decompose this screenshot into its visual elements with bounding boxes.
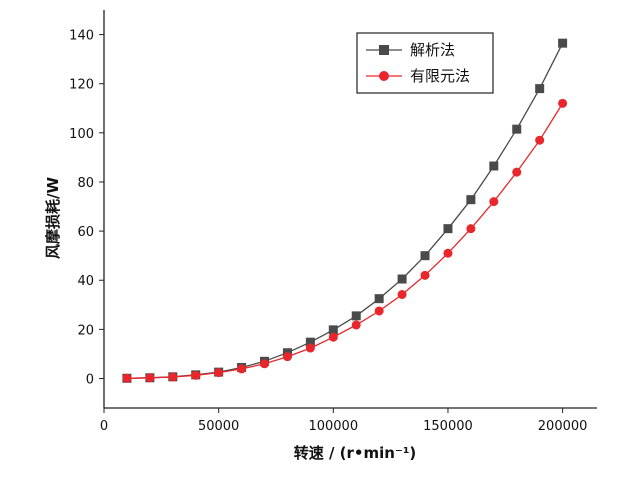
y-tick-label: 120: [69, 78, 94, 93]
data-point-1-6: [260, 359, 270, 369]
data-point-0-8: [305, 337, 315, 347]
y-axis-label: 风摩损耗/W: [44, 177, 62, 259]
data-point-0-10: [351, 311, 361, 321]
data-point-0-9: [328, 325, 338, 335]
data-point-0-13: [420, 251, 430, 261]
data-point-1-4: [214, 368, 224, 378]
x-axis-label: 转速 / (r•min⁻¹): [294, 444, 417, 462]
data-point-1-17: [512, 167, 522, 177]
data-point-1-2: [168, 372, 178, 382]
series-layer: [122, 38, 568, 383]
legend-box: [356, 32, 494, 94]
data-point-1-3: [191, 370, 201, 380]
data-point-1-5: [237, 364, 247, 374]
data-point-1-1: [145, 373, 155, 383]
axes: 0 50000 100000 150000 200000 0 20 40 60 80 100 120 1…: [69, 10, 597, 434]
data-point-1-0: [122, 373, 132, 383]
series-line-1: [126, 103, 564, 379]
y-tick-label: 80: [77, 176, 94, 191]
data-point-0-19: [558, 38, 568, 48]
data-point-1-13: [420, 270, 430, 280]
series-line-0: [126, 42, 564, 379]
data-point-1-19: [558, 98, 568, 108]
legend-marker-square: [379, 45, 389, 55]
y-tick-label: 100: [69, 127, 94, 142]
x-tick-label: 150000: [423, 419, 473, 434]
y-tick-label: 60: [77, 225, 94, 240]
data-point-1-14: [443, 248, 453, 258]
legend-label-analytical: 解析法: [410, 41, 455, 59]
x-tick-label: 100000: [308, 419, 358, 434]
data-point-0-17: [512, 124, 522, 134]
y-tick-label: 20: [77, 323, 94, 338]
data-point-0-12: [397, 274, 407, 284]
data-point-1-10: [351, 320, 361, 330]
data-point-1-7: [282, 352, 292, 362]
data-point-0-14: [443, 224, 453, 234]
data-point-1-12: [397, 289, 407, 299]
x-tick-label: 0: [100, 419, 108, 434]
legend-marker-circle: [379, 71, 389, 81]
legend-label-fem: 有限元法: [410, 67, 470, 85]
data-point-1-18: [535, 135, 545, 145]
y-tick-label: 0: [86, 373, 94, 388]
y-tick-label: 140: [69, 29, 94, 44]
y-tick-label: 40: [77, 274, 94, 289]
data-point-0-15: [466, 195, 476, 205]
data-point-0-11: [374, 294, 384, 304]
data-point-1-11: [374, 306, 384, 316]
data-point-0-16: [489, 161, 499, 171]
x-tick-label: 50000: [198, 419, 239, 434]
data-point-1-9: [328, 332, 338, 342]
data-point-1-8: [305, 343, 315, 353]
x-tick-label: 200000: [538, 419, 588, 434]
data-point-1-15: [466, 224, 476, 234]
data-point-1-16: [489, 197, 499, 207]
legend: 解析法 有限元法: [356, 32, 494, 94]
data-point-0-18: [535, 84, 545, 94]
